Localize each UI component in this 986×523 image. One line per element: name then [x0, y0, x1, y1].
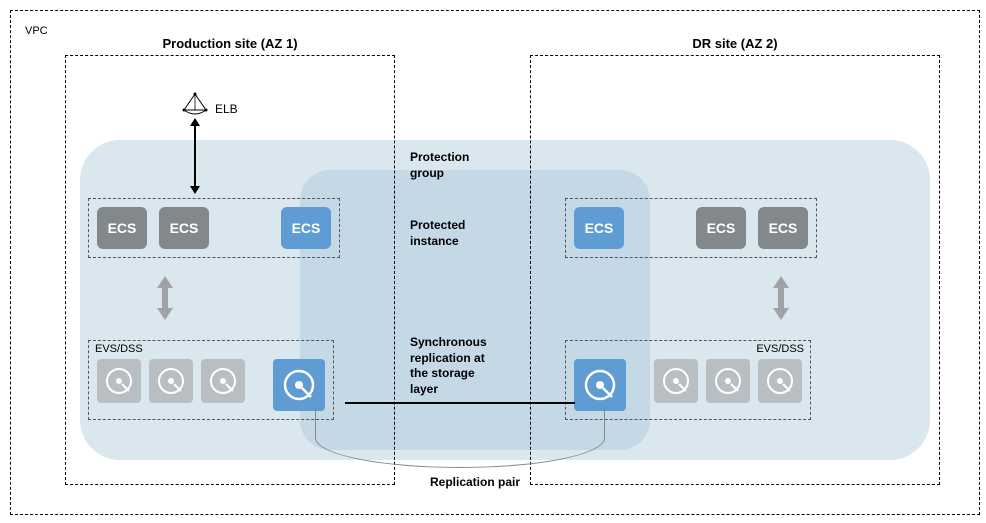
ecs-box: ECS: [758, 207, 808, 249]
evs-label-dr: EVS/DSS: [756, 343, 804, 355]
ecs-box: ECS: [574, 207, 624, 249]
disk-icon: [654, 359, 698, 403]
elb-arrow-head-down: [190, 186, 200, 194]
elb-label: ELB: [215, 102, 238, 116]
ecs-box: ECS: [281, 207, 331, 249]
elb-arrow-head-up: [190, 118, 200, 126]
ecs-row-prod: ECS ECS ECS: [88, 198, 340, 258]
ecs-row-dr: ECS ECS ECS: [565, 198, 817, 258]
ecs-box: ECS: [696, 207, 746, 249]
disk-icon: [706, 359, 750, 403]
evs-box-prod: EVS/DSS: [88, 340, 334, 420]
disk-icon: [758, 359, 802, 403]
protection-group-label: Protection group: [410, 150, 469, 181]
replication-pair-arc: [315, 408, 605, 468]
disk-icon: [149, 359, 193, 403]
replication-pair-label: Replication pair: [430, 475, 520, 491]
protected-instance-label: Protected instance: [410, 218, 465, 249]
disk-icon: [201, 359, 245, 403]
dr-site-title: DR site (AZ 2): [531, 36, 939, 51]
production-site-title: Production site (AZ 1): [66, 36, 394, 51]
disk-icon: [574, 359, 626, 411]
sync-replication-label: Synchronous replication at the storage l…: [410, 335, 487, 397]
bi-arrow-prod: [152, 268, 178, 333]
bi-arrow-dr: [768, 268, 794, 333]
disk-icon: [273, 359, 325, 411]
ecs-box: ECS: [159, 207, 209, 249]
ecs-box: ECS: [97, 207, 147, 249]
evs-label-prod: EVS/DSS: [95, 343, 143, 355]
storage-connector: [345, 402, 575, 404]
elb-arrow-line: [194, 120, 196, 192]
vpc-label: VPC: [25, 25, 48, 37]
disk-icon: [97, 359, 141, 403]
